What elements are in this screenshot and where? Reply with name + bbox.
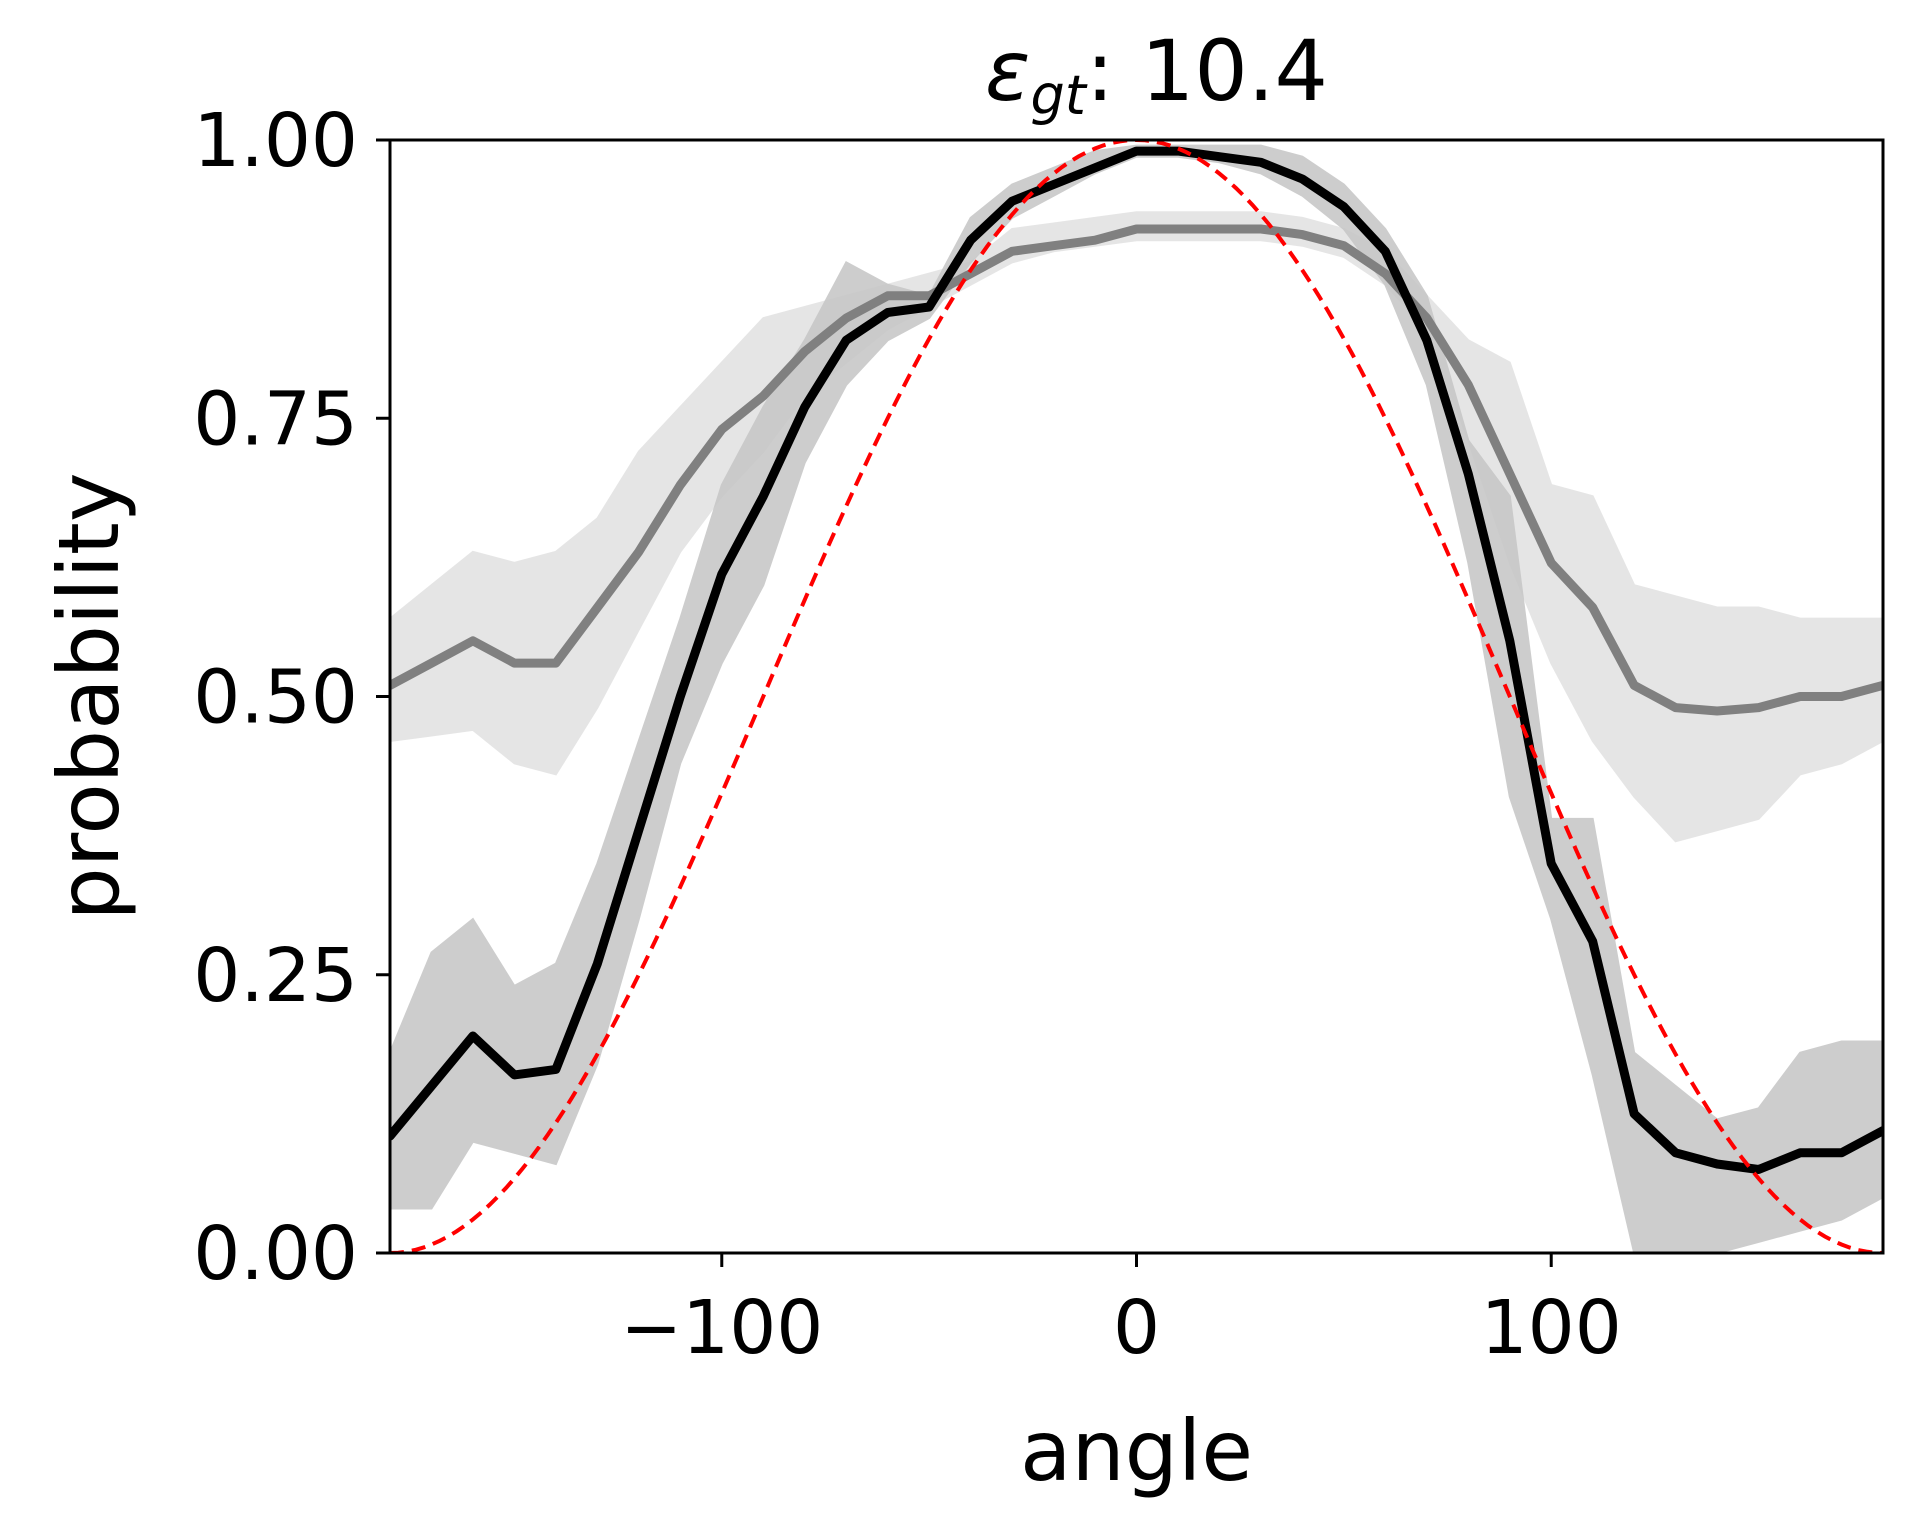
- title-subscript: gt: [1030, 64, 1087, 127]
- title-symbol: ε: [985, 22, 1030, 120]
- x-tick-label: −100: [620, 1285, 823, 1371]
- series-1-band: [390, 211, 1883, 843]
- title-value: 10.4: [1141, 22, 1328, 120]
- x-tick-label: 0: [1113, 1285, 1160, 1371]
- y-tick-label: 1.00: [193, 98, 358, 184]
- series-lines: [390, 140, 1883, 1253]
- series-2-line: [390, 146, 1883, 1174]
- confidence-bands: [390, 144, 1883, 1253]
- y-tick-label: 0.50: [193, 655, 358, 741]
- chart-title: εgt: 10.4: [985, 22, 1328, 127]
- title-separator: :: [1086, 22, 1141, 120]
- x-tick-label: 100: [1481, 1285, 1622, 1371]
- series-2-band: [390, 144, 1883, 1253]
- y-axis-label: probability: [40, 472, 138, 920]
- y-tick-label: 0.25: [193, 933, 358, 1019]
- axis-ticks: −100 0 100 0.00 0.25 0.50 0.75 1.00: [193, 98, 1622, 1371]
- series-3-reference-line: [390, 140, 1883, 1253]
- x-axis-label: angle: [1020, 1402, 1253, 1500]
- y-tick-label: 0.75: [193, 376, 358, 462]
- y-tick-label: 0.00: [193, 1211, 358, 1297]
- series-1-line: [390, 224, 1883, 716]
